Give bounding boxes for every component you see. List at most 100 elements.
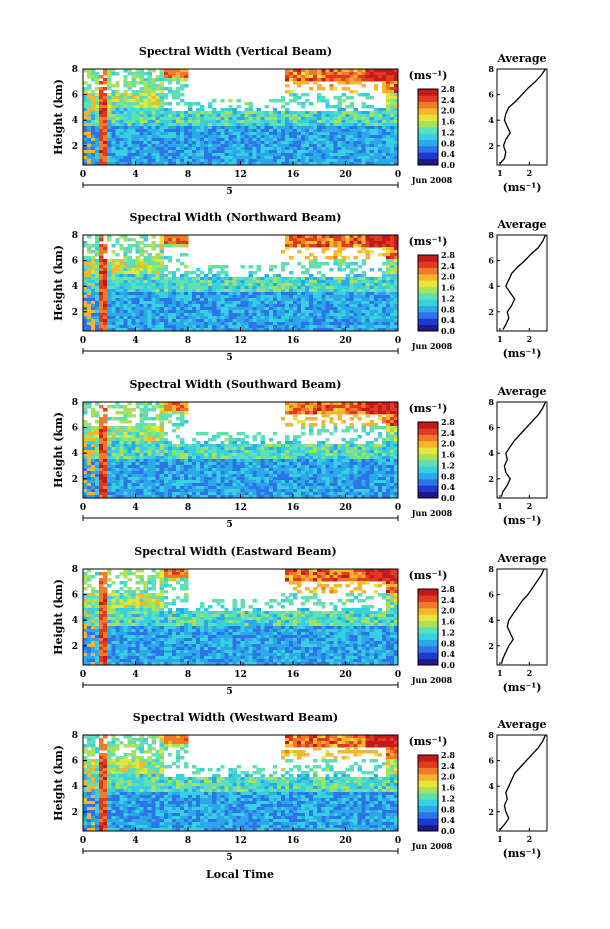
colorbar-swatch xyxy=(418,95,438,102)
heatmap-cell xyxy=(244,441,249,445)
heatmap-cell xyxy=(301,162,306,166)
heatmap-cell xyxy=(115,162,120,166)
heatmap-cell xyxy=(155,117,161,121)
heatmap-cell xyxy=(127,471,132,475)
heatmap-cell xyxy=(268,295,274,299)
heatmap-cell xyxy=(167,87,173,91)
heatmap-cell xyxy=(139,156,144,160)
heatmap-cell xyxy=(313,126,318,130)
heatmap-cell xyxy=(91,444,96,448)
heatmap-cell xyxy=(228,489,233,493)
heatmap-cell xyxy=(95,319,100,323)
heatmap-cell xyxy=(200,283,205,287)
heatmap-cell xyxy=(200,477,205,481)
heatmap-cell xyxy=(365,301,371,305)
heatmap-cell xyxy=(293,141,298,145)
heatmap-cell xyxy=(297,301,302,305)
heatmap-cell xyxy=(196,462,201,466)
heatmap-cell xyxy=(228,277,233,281)
heatmap-cell xyxy=(151,465,156,469)
heatmap-cell xyxy=(95,72,100,76)
heatmap-cell xyxy=(309,102,314,106)
heatmap-cell xyxy=(87,247,92,251)
heatmap-cell xyxy=(87,456,92,460)
heatmap-cell xyxy=(353,156,358,160)
heatmap-cell xyxy=(252,316,257,320)
heatmap-cell xyxy=(188,283,193,287)
heatmap-cell xyxy=(297,289,302,293)
heatmap-cell xyxy=(163,486,169,490)
heatmap-cell xyxy=(333,69,338,73)
heatmap-cell xyxy=(83,292,88,296)
heatmap-cell xyxy=(349,244,354,248)
heatmap-cell xyxy=(317,126,322,130)
heatmap-cell xyxy=(272,126,278,130)
heatmap-cell xyxy=(192,489,197,493)
heatmap-cell xyxy=(393,256,399,260)
heatmap-cell xyxy=(83,87,88,91)
heatmap-cell xyxy=(91,319,96,323)
heatmap-cell xyxy=(179,292,185,296)
heatmap-cell xyxy=(361,271,366,275)
heatmap-cell xyxy=(369,292,375,296)
heatmap-cell xyxy=(99,93,104,97)
heatmap-cell xyxy=(200,159,205,163)
heatmap-cell xyxy=(305,256,310,260)
heatmap-cell xyxy=(87,286,92,290)
heatmap-cell xyxy=(228,477,233,481)
heatmap-cell xyxy=(115,90,120,94)
heatmap-cell xyxy=(240,280,245,284)
heatmap-cell xyxy=(135,135,140,139)
date-label: Jun 2008 xyxy=(411,341,453,351)
heatmap-cell xyxy=(115,283,120,287)
heatmap-cell xyxy=(284,316,290,320)
heatmap-cell xyxy=(268,117,274,121)
heatmap-cell xyxy=(123,408,128,412)
heatmap-cell xyxy=(188,316,193,320)
heatmap-cell xyxy=(99,247,104,251)
heatmap-cell xyxy=(171,322,177,326)
heatmap-cell xyxy=(220,432,225,436)
heatmap-cell xyxy=(183,477,189,481)
heatmap-cell xyxy=(353,277,358,281)
heatmap-cell xyxy=(111,441,116,445)
heatmap-cell xyxy=(357,126,362,130)
heatmap-cell xyxy=(99,126,104,130)
heatmap-cell xyxy=(139,102,144,106)
heatmap-cell xyxy=(147,117,152,121)
heatmap-cell xyxy=(220,456,225,460)
heatmap-cell xyxy=(272,153,278,157)
heatmap-cell xyxy=(171,120,177,124)
heatmap-cell xyxy=(244,111,249,115)
heatmap-cell xyxy=(220,325,225,329)
heatmap-cell xyxy=(179,408,185,412)
heatmap-cell xyxy=(155,417,161,421)
heatmap-cell xyxy=(293,135,298,139)
heatmap-cell xyxy=(135,301,140,305)
heatmap-cell xyxy=(167,256,173,260)
heatmap-cell xyxy=(232,123,237,127)
heatmap-cell xyxy=(329,256,334,260)
heatmap-cell xyxy=(131,429,136,433)
heatmap-cell xyxy=(99,105,104,109)
heatmap-cell xyxy=(183,474,189,478)
heatmap-cell xyxy=(280,319,286,323)
heatmap-cell xyxy=(361,244,366,248)
heatmap-cell xyxy=(179,441,185,445)
heatmap-cell xyxy=(393,250,399,254)
heatmap-cell xyxy=(389,108,395,112)
heatmap-cell xyxy=(393,162,399,166)
heatmap-cell xyxy=(95,328,100,332)
heatmap-cell xyxy=(107,159,112,163)
heatmap-cell xyxy=(216,132,221,136)
heatmap-cell xyxy=(123,328,128,332)
heatmap-cell xyxy=(151,159,156,163)
heatmap-cell xyxy=(260,144,266,148)
heatmap-cell xyxy=(305,241,310,245)
heatmap-cell xyxy=(175,444,181,448)
heatmap-cell xyxy=(159,486,165,490)
heatmap-cell xyxy=(103,477,108,481)
heatmap-cell xyxy=(224,153,229,157)
heatmap-cell xyxy=(244,310,249,314)
heatmap-cell xyxy=(341,301,346,305)
